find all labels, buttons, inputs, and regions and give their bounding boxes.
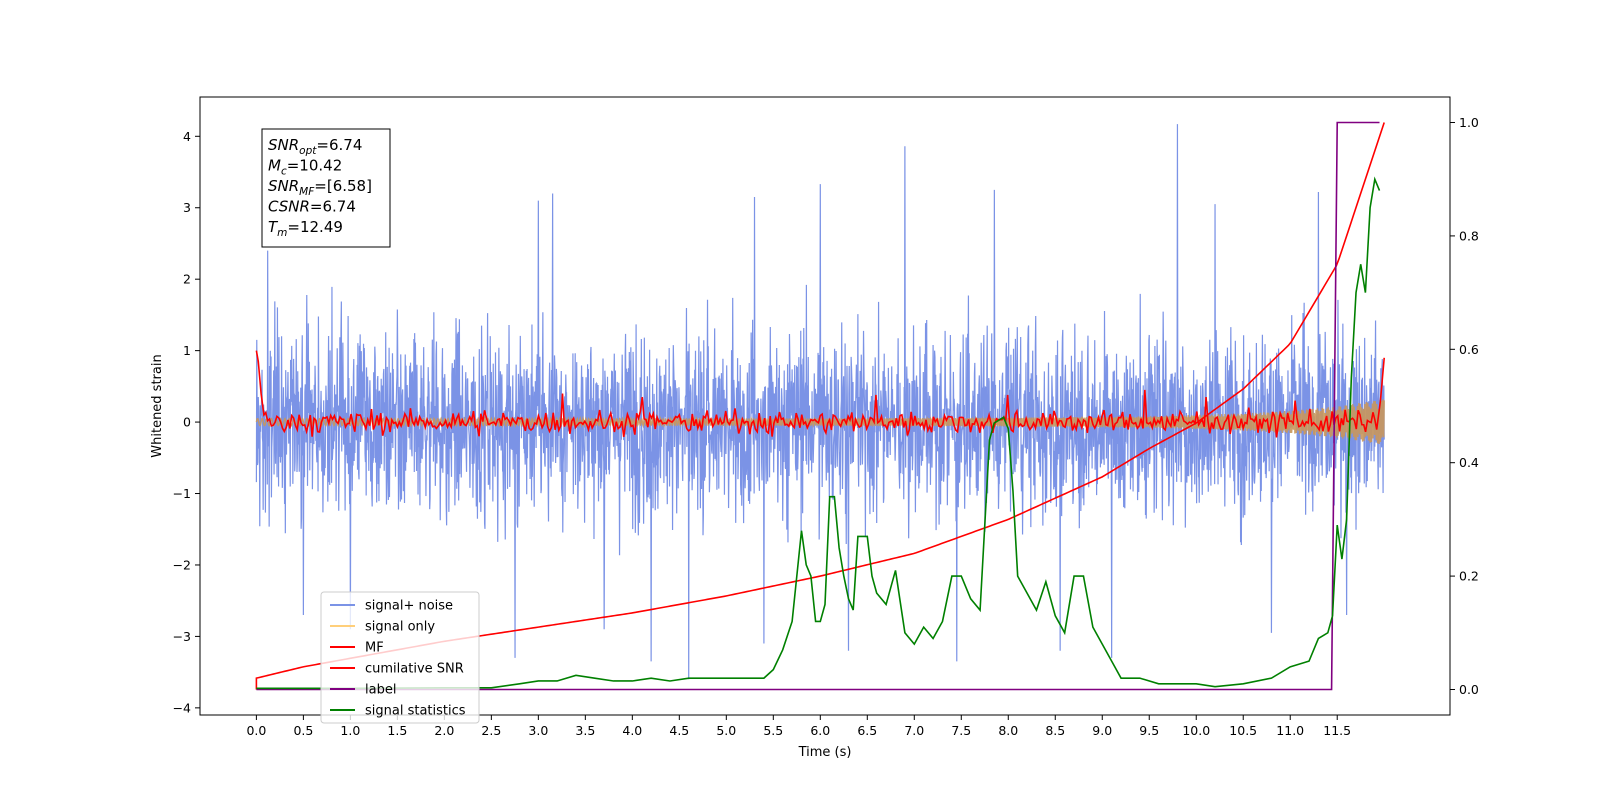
x-axis-ticks: 0.0 0.5 1.0 1.5 2.0 2.5 3.0 3.5 4.0 4.5 5.0 5.5 6.0 6… <box>246 715 1351 738</box>
legend-label: MF <box>365 641 384 656</box>
x-tick-label: 2.5 <box>481 723 501 738</box>
y-right-tick-label: 0.6 <box>1459 342 1479 357</box>
y-right-tick-label: 1.0 <box>1459 115 1479 130</box>
series-label <box>256 121 1380 691</box>
y-left-tick-label: −3 <box>173 629 191 644</box>
info-box-line: Tm=12.49 <box>268 218 343 239</box>
y-right-tick-label: 0.4 <box>1459 455 1479 470</box>
x-tick-label: 0.0 <box>246 723 266 738</box>
info-box-frame <box>261 128 391 248</box>
y-left-tick-label: 4 <box>183 129 191 144</box>
x-tick-label: 3.5 <box>575 723 595 738</box>
y-axis-label: Whitened strain <box>150 354 165 457</box>
y-left-tick-label: −1 <box>173 486 191 501</box>
legend-label: cumilative SNR <box>365 662 464 677</box>
y-left-tick-label: 0 <box>183 415 191 430</box>
x-tick-label: 8.5 <box>1045 723 1065 738</box>
info-box-line: CSNR=6.74 <box>268 198 356 216</box>
x-tick-label: 6.5 <box>857 723 877 738</box>
x-axis-label: Time (s) <box>798 745 852 760</box>
x-tick-label: 5.0 <box>716 723 736 738</box>
x-tick-label: 11.5 <box>1323 723 1351 738</box>
x-tick-label: 4.5 <box>669 723 689 738</box>
x-tick-label: 1.0 <box>340 723 360 738</box>
x-tick-label: 7.5 <box>951 723 971 738</box>
info-box-line: SNRMF=[6.58] <box>268 177 372 198</box>
x-tick-label: 2.0 <box>434 723 454 738</box>
x-tick-label: 10.5 <box>1229 723 1257 738</box>
legend-frame <box>320 591 480 724</box>
y-left-tick-label: −4 <box>173 700 191 715</box>
x-tick-label: 5.5 <box>763 723 783 738</box>
x-tick-label: 0.5 <box>293 723 313 738</box>
y-left-tick-label: 2 <box>183 272 191 287</box>
x-tick-label: 11.0 <box>1276 723 1304 738</box>
info-box: SNRopt=6.74Mc=10.42SNRMF=[6.58]CSNR=6.74… <box>261 128 391 248</box>
x-tick-label: 7.0 <box>904 723 924 738</box>
y-right-tick-label: 0.8 <box>1459 228 1479 243</box>
series-mf <box>255 350 1386 438</box>
legend-label: label <box>365 683 396 698</box>
x-tick-label: 9.5 <box>1139 723 1159 738</box>
x-tick-label: 9.0 <box>1092 723 1112 738</box>
legend-label: signal statistics <box>365 704 466 719</box>
series-signal-noise <box>255 124 1385 680</box>
legend-label: signal only <box>365 620 435 635</box>
y-right-tick-label: 0.0 <box>1459 682 1479 697</box>
legend-label: signal+ noise <box>365 599 453 614</box>
x-tick-label: 6.0 <box>810 723 830 738</box>
y-left-tick-label: −2 <box>173 557 191 572</box>
left-y-axis-ticks: 4 3 2 1 0 −1 −2 −3 −4 <box>173 129 200 715</box>
axes-frame <box>199 96 1451 716</box>
x-tick-label: 4.0 <box>622 723 642 738</box>
info-box-line: SNRopt=6.74 <box>268 136 362 157</box>
y-right-tick-label: 0.2 <box>1459 569 1479 584</box>
x-tick-label: 3.0 <box>528 723 548 738</box>
info-box-line: Mc=10.42 <box>268 157 342 178</box>
y-left-tick-label: 3 <box>183 200 191 215</box>
right-y-axis-ticks: 1.0 0.8 0.6 0.4 0.2 0.0 <box>1450 115 1479 697</box>
x-tick-label: 1.5 <box>387 723 407 738</box>
series-signal-statistics <box>256 176 1381 690</box>
x-tick-label: 10.0 <box>1182 723 1210 738</box>
legend: signal+ noise signal only MF cumilative SNR… <box>320 591 480 724</box>
y-left-tick-label: 1 <box>183 343 191 358</box>
x-tick-label: 8.0 <box>998 723 1018 738</box>
